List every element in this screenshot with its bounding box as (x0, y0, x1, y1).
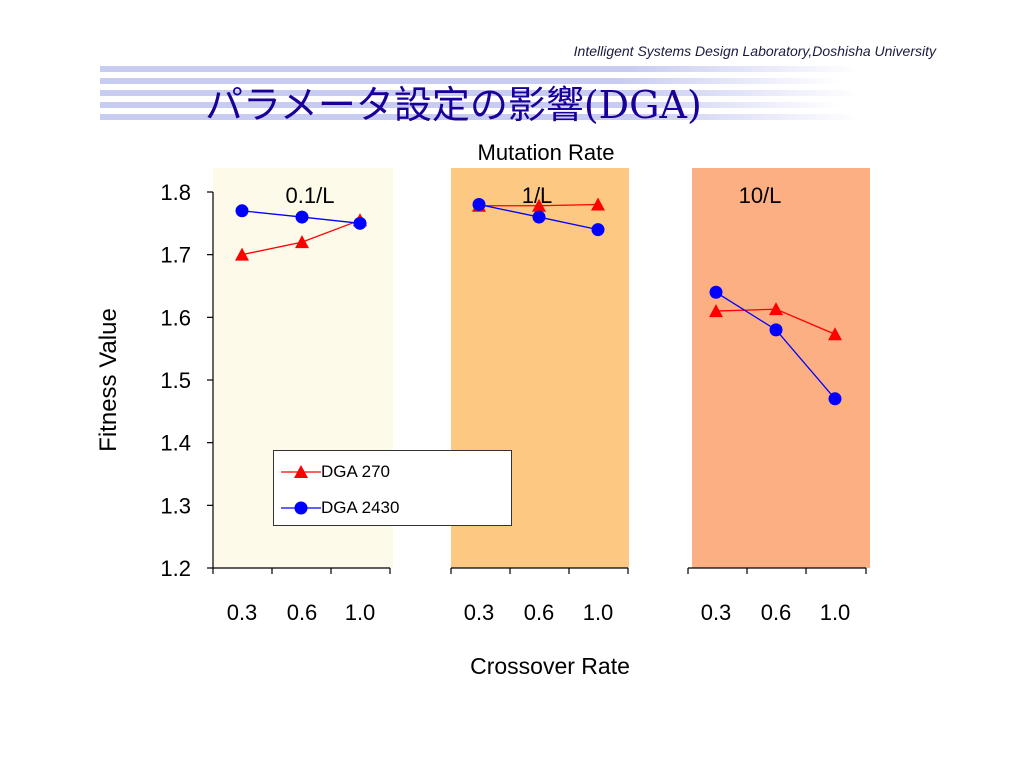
data-point-circle (828, 392, 842, 406)
legend-item-dga2430: DGA 2430 (281, 497, 400, 519)
data-point-circle (353, 216, 367, 230)
legend-label-dga2430: DGA 2430 (321, 498, 400, 517)
y-tick-label: 1.5 (160, 368, 191, 393)
data-point-triangle (709, 304, 723, 318)
legend-marker-triangle (281, 465, 321, 478)
data-point-triangle (295, 235, 309, 249)
data-point-circle (591, 223, 605, 237)
y-axis-title: Fitness Value (95, 308, 122, 452)
mutation-band-2 (692, 168, 870, 568)
y-tick-label: 1.6 (160, 305, 191, 330)
mutation-rate-label: 0.1/L (286, 183, 335, 208)
title-decoration (100, 64, 860, 128)
legend: DGA 270 DGA 2430 (273, 450, 512, 526)
mutation-rate-label: 10/L (739, 183, 782, 208)
data-point-circle (472, 198, 486, 212)
data-point-triangle (769, 302, 783, 316)
y-tick-label: 1.4 (160, 431, 191, 456)
x-tick-label: 0.6 (287, 600, 318, 625)
x-tick-label: 1.0 (583, 600, 614, 625)
x-tick-label: 1.0 (345, 600, 376, 625)
lab-caption: Intelligent Systems Design Laboratory,Do… (573, 43, 936, 59)
slide-title: パラメータ設定の影響(DGA) (205, 83, 702, 127)
legend-item-dga270: DGA 270 (281, 461, 390, 483)
chart-title: Mutation Rate (478, 140, 615, 165)
x-tick-label: 0.6 (524, 600, 555, 625)
x-tick-label: 0.3 (464, 600, 495, 625)
x-axis-title: Crossover Rate (470, 653, 630, 679)
legend-label-dga270: DGA 270 (321, 462, 390, 481)
x-tick-label: 0.3 (227, 600, 258, 625)
x-tick-label: 1.0 (820, 600, 851, 625)
y-tick-label: 1.3 (160, 493, 191, 518)
legend-marker-circle (281, 501, 321, 515)
data-point-triangle (828, 327, 842, 341)
data-point-circle (769, 323, 783, 337)
x-tick-label: 0.6 (761, 600, 792, 625)
y-tick-label: 1.8 (160, 180, 191, 205)
y-tick-label: 1.2 (160, 556, 191, 581)
data-point-triangle (532, 198, 546, 212)
y-tick-label: 1.7 (160, 243, 191, 268)
data-point-circle (532, 210, 546, 224)
data-point-triangle (235, 247, 249, 261)
data-point-circle (235, 204, 249, 218)
data-point-circle (295, 210, 309, 224)
x-tick-label: 0.3 (701, 600, 732, 625)
data-point-circle (709, 285, 723, 299)
data-point-triangle (591, 197, 605, 211)
